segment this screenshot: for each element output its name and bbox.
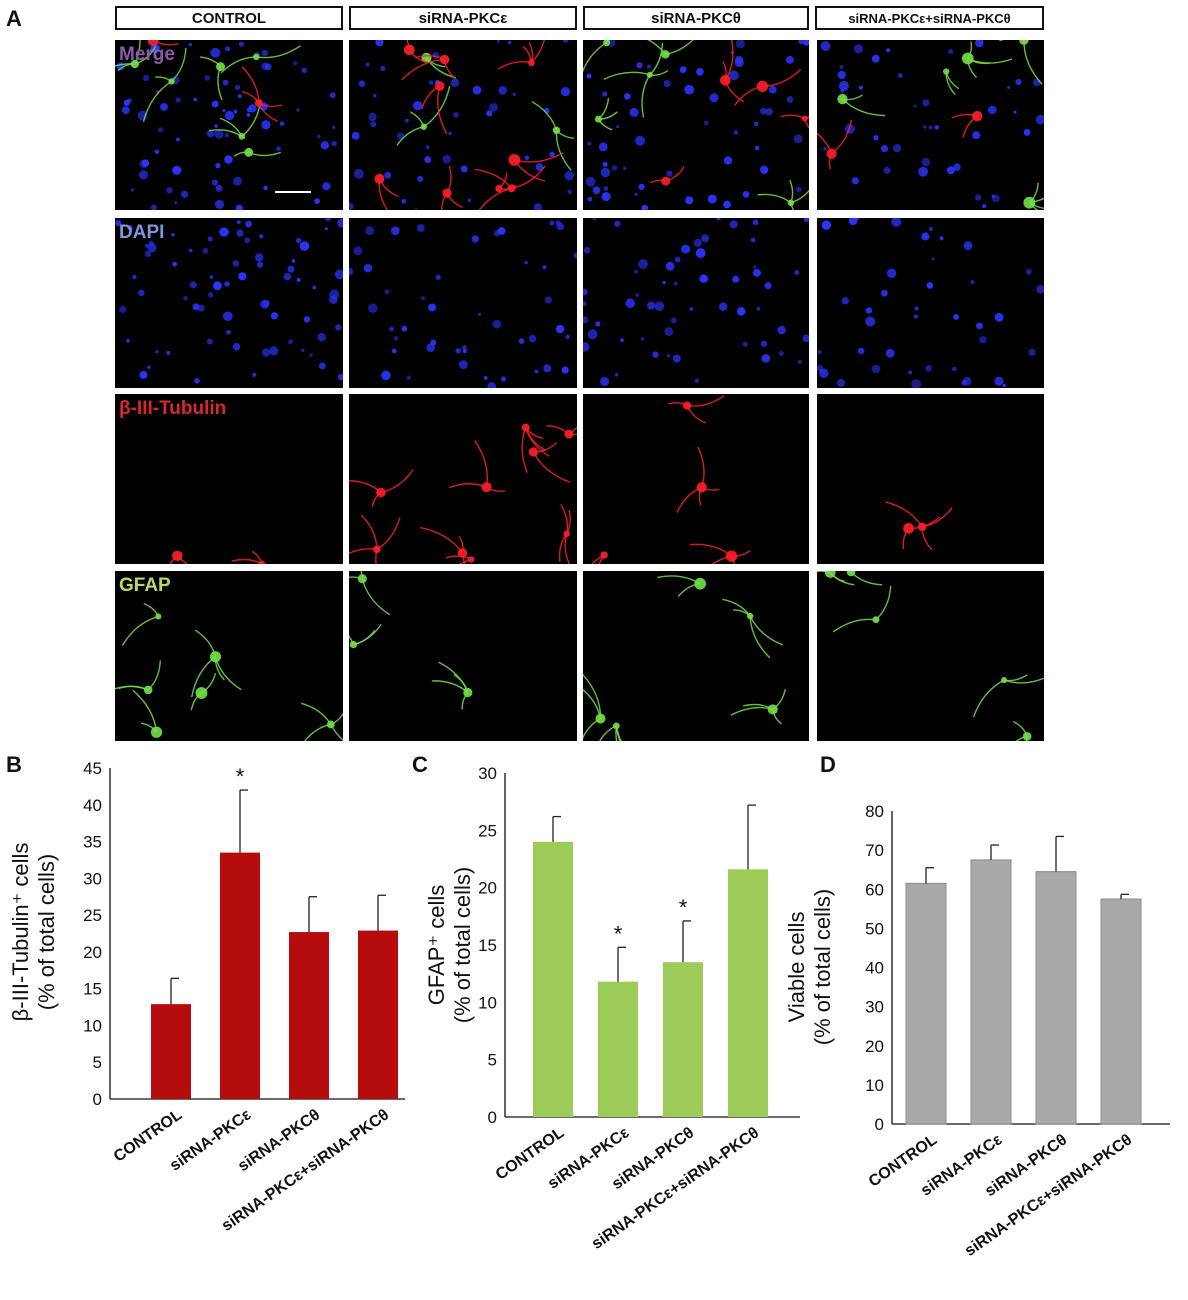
- y-tick-label: 30: [83, 869, 102, 888]
- y-tick-label: 0: [93, 1090, 102, 1109]
- y-tick-label: 0: [875, 1115, 884, 1134]
- category-label: siRNA-PKCε: [167, 1106, 255, 1174]
- y-tick-label: 0: [488, 1108, 497, 1127]
- significance-marker: *: [236, 764, 245, 789]
- y-tick-label: 30: [865, 998, 884, 1017]
- micrograph-dapi-4: [817, 218, 1044, 388]
- category-label: siRNA-PKCε+siRNA-PKCθ: [962, 1131, 1135, 1260]
- micrograph-gfap-1: GFAP: [115, 571, 343, 741]
- micrograph-dapi-2: [349, 218, 577, 388]
- y-tick-label: 10: [478, 993, 497, 1012]
- panel-letter-c: C: [412, 752, 428, 777]
- row-label-tubulin: β-III-Tubulin: [119, 398, 227, 419]
- bar: [1035, 871, 1077, 1125]
- y-tick-label: 5: [488, 1051, 497, 1070]
- y-axis-label-secondary: (% of total cells): [34, 854, 59, 1011]
- column-header-sirna-pkc-theta: siRNA-PKCθ: [583, 6, 809, 30]
- y-tick-label: 25: [478, 821, 497, 840]
- micrograph-dapi-1: DAPI: [115, 218, 343, 388]
- y-tick-label: 35: [83, 833, 102, 852]
- column-header-sirna-combined: siRNA-PKCε+siRNA-PKCθ: [815, 6, 1044, 30]
- row-label-gfap: GFAP: [119, 575, 171, 596]
- y-axis-label: Viable cells: [784, 912, 809, 1023]
- y-tick-label: 10: [865, 1076, 884, 1095]
- y-tick-label: 10: [83, 1016, 102, 1035]
- micrograph-dapi-3: [583, 218, 809, 388]
- panel-letter-d: D: [820, 752, 836, 777]
- y-axis-label-secondary: (% of total cells): [450, 867, 475, 1024]
- panel-letter-b: B: [6, 752, 22, 777]
- column-header-sirna-pkc-epsilon: siRNA-PKCε: [349, 6, 577, 30]
- category-label: siRNA-PKCε: [918, 1131, 1006, 1199]
- row-label-merge: Merge: [119, 44, 175, 65]
- row-label-dapi: DAPI: [119, 222, 165, 243]
- column-header-control: CONTROL: [115, 6, 343, 30]
- micrograph-merge-2: [349, 40, 577, 210]
- y-axis-label-secondary: (% of total cells): [810, 889, 835, 1046]
- bar: [533, 841, 573, 1117]
- bar: [151, 1004, 191, 1099]
- category-label: siRNA-PKCθ: [609, 1124, 697, 1193]
- bar: [289, 932, 329, 1099]
- y-tick-label: 20: [83, 943, 102, 962]
- bar: [663, 962, 703, 1117]
- y-tick-label: 30: [478, 764, 497, 783]
- y-axis-label: β-III-Tubulin⁺ cells: [8, 843, 33, 1022]
- panel-letter-a: A: [6, 6, 22, 31]
- significance-marker: *: [679, 895, 688, 920]
- bar: [358, 930, 398, 1099]
- micrograph-gfap-2: [349, 571, 577, 741]
- y-tick-label: 15: [478, 936, 497, 955]
- y-tick-label: 20: [865, 1037, 884, 1056]
- y-tick-label: 20: [478, 879, 497, 898]
- bar: [220, 852, 260, 1099]
- category-label: CONTROL: [866, 1131, 941, 1190]
- micrograph-tubulin-2: [349, 394, 577, 564]
- category-label: siRNA-PKCε+siRNA-PKCθ: [589, 1124, 762, 1253]
- bar: [728, 869, 768, 1117]
- category-label: siRNA-PKCθ: [982, 1131, 1070, 1200]
- micrograph-merge-3: [583, 40, 809, 210]
- bar: [598, 981, 638, 1117]
- significance-marker: *: [614, 921, 623, 946]
- y-tick-label: 45: [83, 759, 102, 778]
- bar: [905, 882, 947, 1125]
- y-tick-label: 60: [865, 880, 884, 899]
- micrograph-gfap-3: [583, 571, 809, 741]
- y-tick-label: 70: [865, 841, 884, 860]
- category-label: CONTROL: [111, 1106, 186, 1165]
- category-label: siRNA-PKCε: [545, 1124, 633, 1192]
- micrograph-tubulin-4: [817, 394, 1044, 564]
- y-tick-label: 40: [83, 796, 102, 815]
- micrograph-tubulin-3: [583, 394, 809, 564]
- y-tick-label: 15: [83, 980, 102, 999]
- category-label: siRNA-PKCθ: [235, 1106, 323, 1175]
- bar: [1100, 898, 1142, 1125]
- y-axis-label: GFAP⁺ cells: [424, 885, 449, 1005]
- category-label: CONTROL: [493, 1124, 568, 1183]
- y-tick-label: 50: [865, 919, 884, 938]
- micrograph-tubulin-1: β-III-Tubulin: [115, 394, 343, 564]
- y-tick-label: 25: [83, 906, 102, 925]
- category-label: siRNA-PKCε+siRNA-PKCθ: [219, 1106, 392, 1235]
- y-tick-label: 80: [865, 802, 884, 821]
- micrograph-merge-4: [817, 40, 1044, 210]
- y-tick-label: 40: [865, 959, 884, 978]
- bar: [970, 859, 1012, 1125]
- micrograph-gfap-4: [817, 571, 1044, 741]
- y-tick-label: 5: [93, 1053, 102, 1072]
- micrograph-merge-1: Merge: [115, 40, 343, 210]
